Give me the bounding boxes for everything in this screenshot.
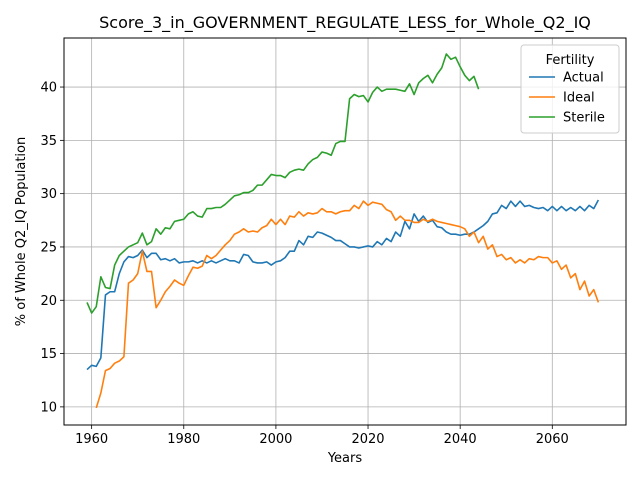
chart-title: Score_3_in_GOVERNMENT_REGULATE_LESS_for_… [99, 13, 591, 33]
legend-label-ideal: Ideal [563, 91, 595, 106]
x-tick-label: 1980 [167, 432, 200, 447]
x-tick-label: 1960 [75, 432, 108, 447]
x-axis-ticks: 1960 1980 2000 2020 2040 2060 [75, 425, 569, 447]
grid-lines [64, 38, 626, 425]
x-tick-label: 2020 [351, 432, 384, 447]
series-line-actual [86, 199, 600, 371]
y-tick-label: 15 [40, 347, 57, 362]
legend-box [520, 44, 620, 134]
series-lines [86, 53, 600, 409]
series-line-ideal [95, 200, 600, 409]
legend-label-actual: Actual [563, 71, 604, 86]
legend-label-sterile: Sterile [563, 111, 605, 126]
y-tick-label: 25 [40, 240, 57, 255]
y-axis-label: % of Whole Q2_IQ Population [14, 137, 29, 326]
y-axis-ticks: 10 15 20 25 30 35 40 [40, 81, 64, 415]
x-tick-label: 2040 [444, 432, 477, 447]
y-tick-label: 20 [40, 294, 57, 309]
x-tick-label: 2000 [259, 432, 292, 447]
y-tick-label: 10 [40, 400, 57, 415]
plot-area-frame [63, 37, 627, 426]
legend-title: Fertility [546, 53, 595, 68]
y-tick-label: 30 [40, 187, 57, 202]
y-tick-label: 40 [40, 81, 57, 96]
series-line-sterile [86, 53, 480, 314]
y-tick-label: 35 [40, 134, 57, 149]
x-axis-label: Years [327, 451, 363, 466]
legend: Fertility Actual Ideal Sterile [520, 44, 620, 134]
x-tick-label: 2060 [536, 432, 569, 447]
